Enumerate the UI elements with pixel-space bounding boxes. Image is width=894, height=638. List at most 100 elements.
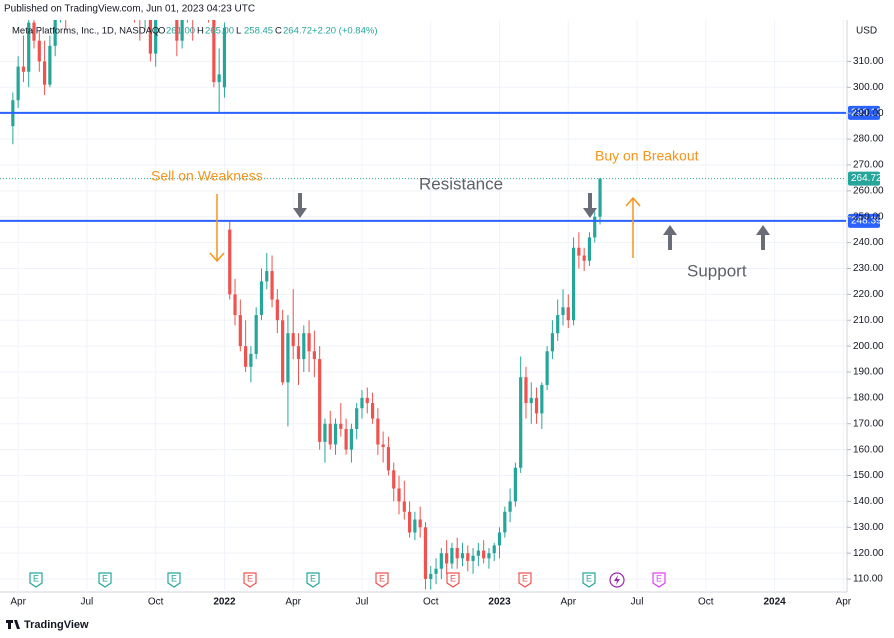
event-badge [446,572,460,588]
annotation: Buy on Breakout [595,148,699,164]
price-lines: 290.13 248.39 264.72 [0,105,882,228]
body [519,377,523,468]
body [386,447,391,471]
body [355,408,359,429]
x-tick-label: Oct [148,597,164,608]
body [540,384,544,414]
body [587,237,592,261]
x-tick-label: Apr [10,597,26,608]
body [445,553,449,564]
x-tick-label: Oct [423,597,439,608]
body [53,20,57,46]
axes: 110.00 120.00 130.00 140.00 150.00 160.00 170.… [10,56,884,608]
y-tick-label: 220.00 [853,289,884,300]
y-tick-label: 130.00 [853,522,884,533]
body [418,519,422,528]
body [296,346,301,360]
body [455,548,459,559]
body [32,22,36,41]
y-tick-label: 170.00 [853,418,884,429]
body [460,553,465,559]
body [365,397,369,404]
event-label: E [247,573,253,583]
event-label: E [310,573,316,583]
body [503,511,507,533]
y-tick-label: 120.00 [853,548,884,559]
body [27,22,31,72]
body [244,346,248,367]
event-badge [375,572,389,588]
y-tick-label: 160.00 [853,444,884,455]
body [281,320,285,383]
y-tick-label: 210.00 [853,315,884,326]
body [439,553,443,569]
legend-value: 265.00 [205,26,234,37]
arrows [209,193,770,263]
y-tick-label: 240.00 [853,237,884,248]
body [307,333,311,352]
body [228,229,232,295]
body [487,553,491,559]
y-tick-label: 140.00 [853,496,884,507]
body [302,333,306,360]
body [508,501,512,512]
body [566,307,570,321]
annotation: Resistance [419,174,503,193]
y-tick-label: 190.00 [853,367,884,378]
event-badge [243,572,257,588]
body [513,467,517,502]
y-tick-label: 290.00 [853,108,884,119]
y-tick-label: 250.00 [853,211,884,222]
legend-value: 261.00 [166,26,195,37]
body [402,501,406,512]
body [577,247,581,256]
y-tick-label: 110.00 [853,574,883,585]
event-label: E [450,573,456,583]
x-tick-label: 2022 [213,597,236,608]
event-badge [29,572,43,588]
body [571,247,576,321]
event-badge [167,572,181,588]
legend-key: H [197,26,204,37]
body [466,553,470,561]
body [476,550,480,556]
body [275,299,279,321]
body [524,377,528,404]
body [450,548,454,564]
body [423,527,428,580]
legend-change: +2.20 (+0.84%) [312,26,378,37]
event-badge [98,572,112,588]
body [21,66,26,72]
body [148,20,152,54]
event-badge [652,572,666,588]
candles [11,20,602,590]
currency: USD [856,26,877,37]
body [42,61,47,85]
body [291,333,295,347]
price-badge-label: 264.72 [851,173,882,184]
annotations: Sell on Weakness Resistance Buy on Breakou… [151,148,747,281]
body [381,444,385,448]
body [333,423,338,445]
event-label: E [586,573,592,583]
body [286,333,290,383]
body [349,428,354,450]
x-tick-label: Apr [285,597,301,608]
body [238,315,242,347]
symbol: Meta Platforms, Inc., 1D, NASDAQ [12,26,159,37]
y-tick-label: 180.00 [853,393,884,404]
price-badge-label: 248.39 [851,216,882,227]
body [429,573,433,580]
x-tick-label: Jul [81,597,94,608]
body [360,397,364,409]
y-tick-label: 310.00 [853,56,884,67]
body [471,555,475,561]
body [222,27,227,88]
body [392,470,396,489]
body [249,353,253,367]
body [180,20,184,41]
body [265,271,269,282]
legend-key: C [275,26,282,37]
x-tick-label: Jul [631,597,644,608]
